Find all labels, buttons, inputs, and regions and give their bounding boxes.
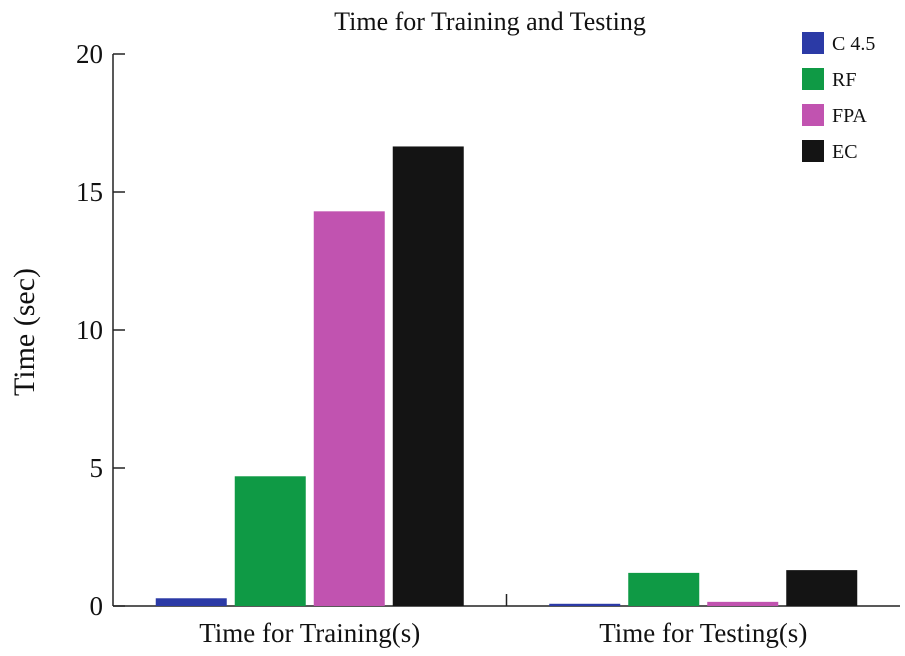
legend-label: C 4.5 <box>832 33 875 55</box>
bar <box>628 572 700 606</box>
y-tick-label: 20 <box>76 39 103 69</box>
legend-swatch <box>802 104 824 126</box>
y-tick-label: 15 <box>76 177 103 207</box>
bar <box>313 211 385 606</box>
bar <box>549 603 621 606</box>
legend-swatch <box>802 68 824 90</box>
legend-swatch <box>802 32 824 54</box>
x-category-label: Time for Testing(s) <box>599 618 807 648</box>
y-tick-label: 10 <box>76 315 103 345</box>
legend: C 4.5 RF FPA EC <box>802 32 875 163</box>
y-tick-label: 5 <box>90 453 104 483</box>
y-tick-label: 0 <box>90 591 104 621</box>
axes: 0 5 10 15 20 Time for Training(s) Time for Tes… <box>76 39 900 648</box>
bar <box>392 146 464 606</box>
x-category-label: Time for Training(s) <box>199 618 420 648</box>
bars <box>155 146 858 606</box>
bar <box>786 570 858 606</box>
bar <box>234 476 306 606</box>
legend-label: EC <box>832 141 858 163</box>
y-axis-label: Time (sec) <box>8 268 41 396</box>
legend-label: FPA <box>832 105 867 127</box>
bar <box>707 601 779 606</box>
bar <box>155 598 227 606</box>
legend-swatch <box>802 140 824 162</box>
chart-title: Time for Training and Testing <box>334 7 646 36</box>
legend-label: RF <box>832 69 856 91</box>
